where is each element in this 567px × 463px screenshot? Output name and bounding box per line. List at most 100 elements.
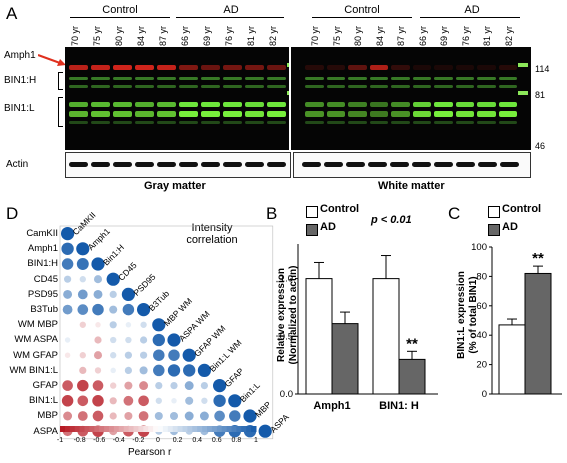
group-line [312,17,412,18]
panel-d-letter: D [6,204,19,223]
corr-row-label: MBP [37,410,58,422]
actin-band [245,162,264,167]
band-bin1l [434,102,453,107]
band-bin1l [135,102,154,107]
colorbar-tick: -0.8 [74,437,86,444]
band-bin1h [69,85,88,88]
colorbar-segment [143,426,149,432]
actin-band [113,162,132,167]
corr-row-label: WM GFAP [13,349,58,361]
corr-cell [138,395,149,407]
caption-white-matter: White matter [378,180,445,192]
group-label-control-white: Control [344,4,380,16]
band-bin1h [157,85,176,88]
corr-cell [185,396,194,405]
colorbar-segment [202,426,208,432]
colorbar-segment [246,426,252,432]
band-lower [113,121,132,124]
band-amph1 [201,65,220,70]
corr-cell [62,304,73,315]
band-amph1 [157,65,176,70]
band-bin1l [179,102,198,107]
colorbar-tick: -0.2 [132,437,144,444]
y-tick-label: 60 [476,301,487,312]
band-bin1l [69,102,88,107]
bar [305,278,333,395]
colorbar-segment [89,426,95,432]
corr-cell [152,333,165,347]
band-bin1h [305,77,324,80]
actin-band [302,162,321,167]
corr-cell [109,397,117,405]
band-amph1 [223,65,242,70]
band-amph1 [267,65,286,70]
band-bin1l [135,111,154,117]
actin-band [434,162,453,167]
band-bin1h [498,85,517,88]
y-tick-label: 40 [476,330,487,341]
mw-marker-81: 81 [535,90,546,100]
band-bin1h [455,85,474,88]
corr-cell [201,397,208,404]
corr-cell [63,289,73,299]
band-bin1l [391,102,410,107]
band-bin1h [369,85,388,88]
colorbar-segment [84,426,90,432]
corr-cell [64,275,72,283]
actin-band [324,162,343,167]
corr-cell [94,367,102,374]
colorbar-tick: 0.6 [212,437,222,444]
group-line [176,17,284,18]
corr-cell [258,424,272,438]
band-amph1 [135,65,154,70]
corr-cell [93,275,103,284]
corr-cell [229,410,241,422]
ladder-band [518,91,528,95]
corr-cell [125,322,132,328]
corr-cell [62,380,73,391]
y-tick-label: 100 [471,242,487,253]
corr-row-label: CD45 [33,273,58,285]
colorbar-segment [251,426,257,432]
corr-cell [153,349,165,361]
band-lower [477,121,496,124]
band-bin1l [391,111,410,117]
group-label-ad-gray: AD [223,4,239,16]
corr-cell [79,276,86,283]
corr-cell [169,411,179,421]
corr-cell [154,411,163,421]
legend-ad-c: AD [502,221,518,233]
band-amph1 [412,65,431,70]
corr-cell [93,351,103,360]
corr-row-label: B3Tub [30,304,58,315]
band-bin1l [91,111,110,117]
band-bin1h [369,77,388,80]
band-bin1h [91,77,110,80]
colorbar-segment [216,426,223,432]
corr-cell [167,333,181,347]
x-category-label: BIN1: H [379,400,419,412]
band-bin1l [223,111,242,117]
colorbar-segment [60,426,66,432]
actin-band [456,162,475,167]
band-bin1l [326,111,345,117]
band-amph1 [369,65,388,70]
corr-cell [61,242,74,255]
band-label-amph1: Amph1 [4,50,36,61]
blot-white-matter [291,47,531,150]
actin-band [478,162,497,167]
corr-cell [110,382,117,389]
corr-title-line2: correlation [186,234,238,246]
corr-cell [199,411,209,421]
corr-row-label: GFAP [32,380,58,391]
corr-cell [63,411,73,421]
band-lower [369,121,388,124]
corr-cell [76,258,89,270]
ladder-band [518,63,528,67]
corr-cell [109,321,117,329]
corr-title-line1: Intensity [191,222,233,234]
colorbar-segment [133,426,139,432]
corr-cell [95,322,101,328]
band-bin1l [267,111,286,117]
